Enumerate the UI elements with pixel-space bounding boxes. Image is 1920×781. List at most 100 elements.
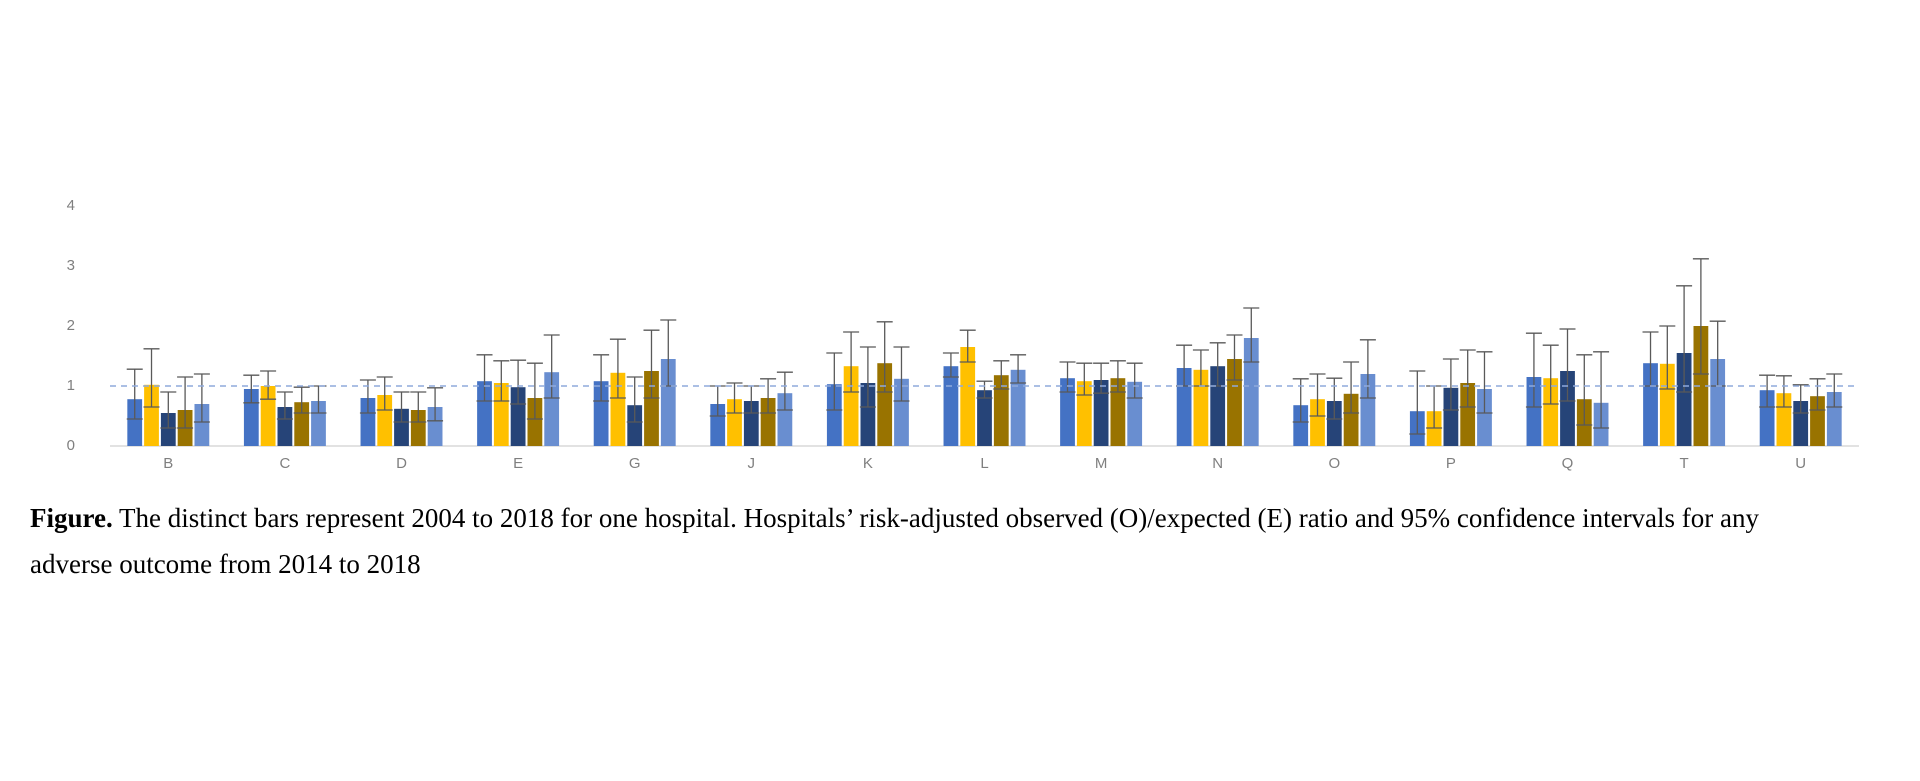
bar [627, 405, 643, 446]
error-bar [1226, 334, 1243, 381]
bar [1010, 369, 1026, 446]
bar [1643, 363, 1658, 446]
bar [510, 387, 526, 446]
bar [860, 383, 876, 446]
x-tick-label: T [1680, 455, 1689, 472]
bar [127, 399, 143, 446]
error-bar [1775, 375, 1792, 408]
error-bar [1525, 332, 1542, 408]
bar [1526, 377, 1542, 446]
bar [1360, 374, 1376, 446]
error-bar [1059, 361, 1076, 393]
bar [377, 395, 393, 446]
error-bar [1692, 258, 1709, 375]
bar [977, 390, 992, 446]
bar [760, 398, 776, 446]
error-bar [476, 354, 493, 402]
error-bar [1559, 328, 1576, 402]
bar [727, 399, 742, 446]
x-tick-label: O [1328, 455, 1340, 472]
error-bar [260, 370, 277, 400]
error-bar [410, 391, 427, 423]
x-tick-label: M [1095, 455, 1108, 472]
x-tick-label: N [1212, 455, 1223, 472]
bar [877, 363, 893, 446]
bar [311, 401, 326, 446]
bar [1693, 326, 1709, 446]
error-bar [1309, 373, 1326, 417]
x-tick-label: P [1446, 455, 1456, 472]
error-bar [1792, 384, 1809, 414]
bar [743, 401, 759, 446]
bar [1543, 378, 1559, 446]
y-tick-label: 2 [67, 317, 75, 334]
error-bar [393, 391, 410, 423]
x-tick-label: L [980, 455, 988, 472]
bar [943, 366, 959, 446]
bar [427, 407, 443, 446]
bar [1460, 383, 1476, 446]
error-bar [1326, 377, 1343, 420]
bar [160, 413, 176, 446]
x-tick-label: D [396, 455, 407, 472]
bar [1560, 371, 1575, 446]
bar [1110, 378, 1126, 446]
error-bar [976, 380, 993, 399]
caption-text: The distinct bars represent 2004 to 2018… [30, 503, 1760, 579]
error-bar [526, 362, 543, 420]
error-bar [760, 378, 777, 414]
error-bar [609, 338, 626, 399]
y-tick-label: 3 [67, 257, 75, 274]
error-bar [1476, 351, 1493, 414]
error-bar [1076, 362, 1093, 396]
bar [1443, 387, 1459, 446]
error-bar [826, 352, 843, 411]
bar [610, 372, 626, 446]
error-bar [493, 360, 510, 402]
bar [1343, 393, 1359, 446]
error-bar [1442, 358, 1459, 411]
bar [644, 371, 659, 446]
bar [960, 347, 976, 446]
error-bar [293, 386, 310, 414]
error-bar [143, 348, 160, 408]
bar [1759, 390, 1775, 446]
bar [993, 375, 1009, 446]
error-bar [1809, 378, 1826, 411]
error-bar [1759, 374, 1776, 408]
error-bar [893, 346, 910, 402]
bar [544, 372, 560, 446]
error-bar [1109, 360, 1126, 393]
x-tick-label: G [629, 455, 641, 472]
bar [1293, 405, 1309, 446]
bar [1076, 381, 1092, 446]
bar [1793, 401, 1809, 446]
x-tick-label: K [863, 455, 873, 472]
y-tick-label: 1 [67, 377, 75, 394]
bar [826, 384, 842, 446]
error-bar [126, 368, 143, 420]
bar [493, 383, 509, 446]
x-tick-label: E [513, 455, 523, 472]
error-bar [543, 334, 560, 399]
error-bar [726, 382, 743, 414]
bar [194, 404, 210, 446]
bar [1227, 359, 1242, 446]
bar [477, 381, 492, 446]
y-tick-label: 4 [67, 197, 75, 214]
bar [360, 398, 376, 446]
error-bar [626, 376, 643, 423]
error-bar [177, 376, 194, 429]
bar [1810, 396, 1825, 446]
bar [894, 378, 909, 446]
error-bar [993, 360, 1010, 390]
error-bar [876, 321, 893, 393]
error-bar [1826, 373, 1843, 408]
caption-label: Figure. [30, 503, 113, 533]
error-bar [276, 391, 293, 420]
bar [144, 384, 159, 446]
x-tick-label: B [163, 455, 173, 472]
error-bar [427, 387, 444, 422]
error-bar [1542, 344, 1559, 405]
